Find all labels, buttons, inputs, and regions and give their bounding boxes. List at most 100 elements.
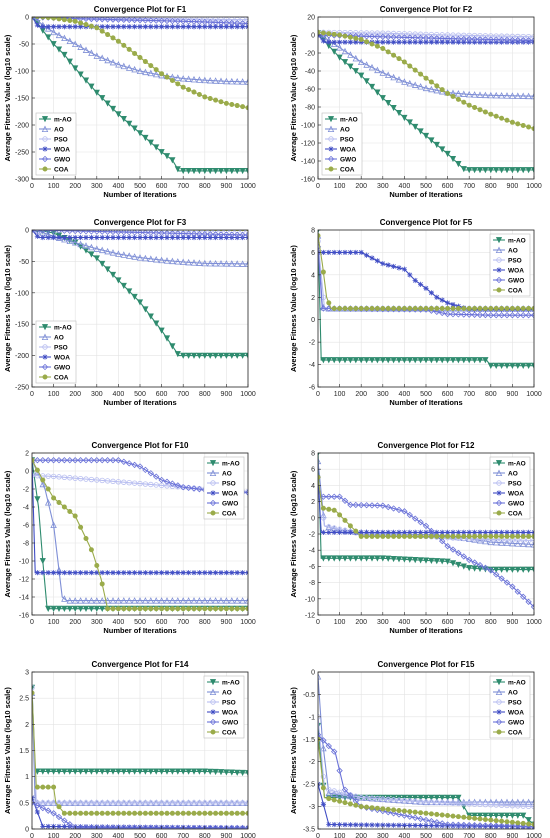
data-point-coa: [347, 523, 353, 529]
data-point-gwo: [185, 18, 192, 25]
data-point-coa: [68, 230, 71, 231]
data-point-coa: [99, 28, 105, 34]
data-point-gwo: [460, 35, 467, 43]
data-point-ao: [196, 76, 203, 83]
data-point-coa: [126, 810, 132, 816]
data-point-m-ao: [77, 71, 84, 78]
data-point-coa: [504, 117, 510, 123]
data-point-ao: [88, 243, 95, 251]
data-point-pso: [353, 30, 359, 36]
data-point-m-ao: [163, 768, 171, 775]
legend-label-coa: COA: [54, 167, 69, 174]
data-point-ao: [179, 258, 187, 266]
data-point-m-ao: [180, 768, 187, 775]
data-point-woa: [180, 570, 186, 576]
series-layer: [318, 29, 534, 174]
data-point-m-ao: [503, 167, 511, 174]
data-point-pso: [498, 802, 505, 808]
data-point-woa: [364, 822, 370, 828]
data-point-woa: [83, 234, 89, 241]
data-point-ao: [77, 597, 84, 604]
data-point-woa: [121, 824, 127, 829]
data-point-pso: [471, 32, 478, 39]
data-point-gwo: [217, 19, 225, 26]
data-point-pso: [158, 230, 165, 233]
data-point-gwo: [439, 35, 446, 42]
data-point-woa: [94, 570, 100, 576]
data-point-woa: [61, 823, 67, 829]
data-point-ao: [206, 597, 214, 604]
data-point-woa: [385, 39, 391, 45]
data-point-m-ao: [180, 352, 187, 359]
chart-title: Convergence Plot for F3: [94, 218, 187, 227]
legend-label-m-ao: m-AO: [508, 461, 526, 468]
legend-label-m-ao: m-AO: [54, 117, 72, 124]
data-point-woa: [88, 234, 94, 241]
data-point-pso: [104, 478, 111, 484]
data-point-m-ao: [379, 357, 386, 364]
data-point-woa: [423, 39, 429, 45]
data-point-woa: [418, 281, 424, 287]
data-point-m-ao: [433, 794, 440, 801]
data-point-woa: [337, 822, 343, 828]
data-point-m-ao: [82, 605, 90, 612]
data-point-coa: [180, 84, 186, 90]
series-line-gwo: [318, 246, 534, 316]
data-point-coa: [423, 810, 429, 816]
data-point-ao: [530, 92, 534, 100]
data-point-pso: [439, 800, 445, 806]
data-point-coa: [110, 606, 116, 612]
x-tick-label: 300: [377, 619, 389, 626]
y-tick-label: -2: [309, 759, 315, 766]
data-point-coa: [148, 606, 154, 612]
data-point-m-ao: [412, 357, 419, 364]
data-point-ao: [61, 595, 68, 602]
data-point-woa: [342, 39, 348, 45]
data-point-woa: [148, 824, 154, 829]
x-tick-label: 700: [463, 391, 475, 398]
x-tick-label: 700: [463, 619, 475, 626]
x-tick-label: 500: [420, 833, 432, 838]
data-point-woa: [126, 24, 132, 30]
data-point-pso: [331, 788, 337, 794]
data-point-ao: [77, 43, 84, 50]
data-point-gwo: [180, 484, 187, 491]
data-point-gwo: [201, 824, 208, 829]
data-point-coa: [466, 533, 472, 539]
data-point-coa: [488, 817, 494, 823]
data-point-woa: [223, 24, 229, 30]
data-point-coa: [391, 807, 397, 813]
x-axis-label: Number of Iterations: [389, 398, 462, 407]
data-point-woa: [142, 24, 148, 30]
data-point-ao: [228, 260, 236, 267]
data-point-woa: [83, 570, 89, 576]
data-point-woa: [407, 272, 413, 278]
legend-label-pso: PSO: [222, 481, 236, 488]
data-point-ao: [185, 75, 192, 82]
data-point-ao: [44, 499, 52, 506]
data-point-pso: [477, 801, 483, 808]
data-point-gwo: [147, 470, 154, 477]
data-point-coa: [72, 513, 78, 519]
x-tick-label: 1000: [240, 833, 256, 838]
data-point-woa: [121, 24, 127, 30]
data-point-m-ao: [136, 130, 144, 137]
data-point-gwo: [482, 311, 489, 319]
data-point-coa: [472, 533, 478, 539]
data-point-ao: [136, 597, 144, 604]
data-point-ao: [223, 260, 230, 267]
data-point-woa: [191, 570, 197, 576]
data-point-coa: [121, 810, 127, 816]
y-tick-label: 2: [311, 499, 315, 506]
data-point-coa: [407, 809, 413, 815]
data-point-woa: [520, 529, 526, 535]
x-tick-label: 800: [199, 183, 211, 190]
data-point-pso: [385, 30, 391, 37]
data-point-woa: [186, 234, 192, 241]
data-point-gwo: [390, 810, 397, 817]
data-point-m-ao: [66, 58, 73, 65]
legend-marker-woa: [210, 709, 216, 715]
data-point-m-ao: [347, 555, 354, 562]
data-point-pso: [126, 800, 132, 806]
